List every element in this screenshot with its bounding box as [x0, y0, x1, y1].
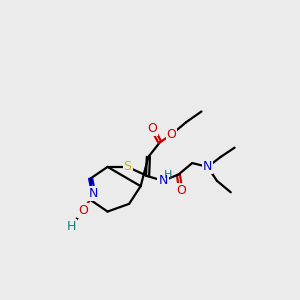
Text: N: N — [89, 187, 98, 200]
Text: H: H — [164, 170, 172, 180]
Text: O: O — [78, 204, 88, 217]
Text: O: O — [176, 184, 186, 196]
Text: H: H — [67, 220, 76, 233]
Text: O: O — [147, 122, 157, 135]
Text: S: S — [124, 160, 132, 173]
Text: N: N — [203, 160, 212, 173]
Text: O: O — [167, 128, 176, 141]
Text: N: N — [158, 174, 168, 187]
